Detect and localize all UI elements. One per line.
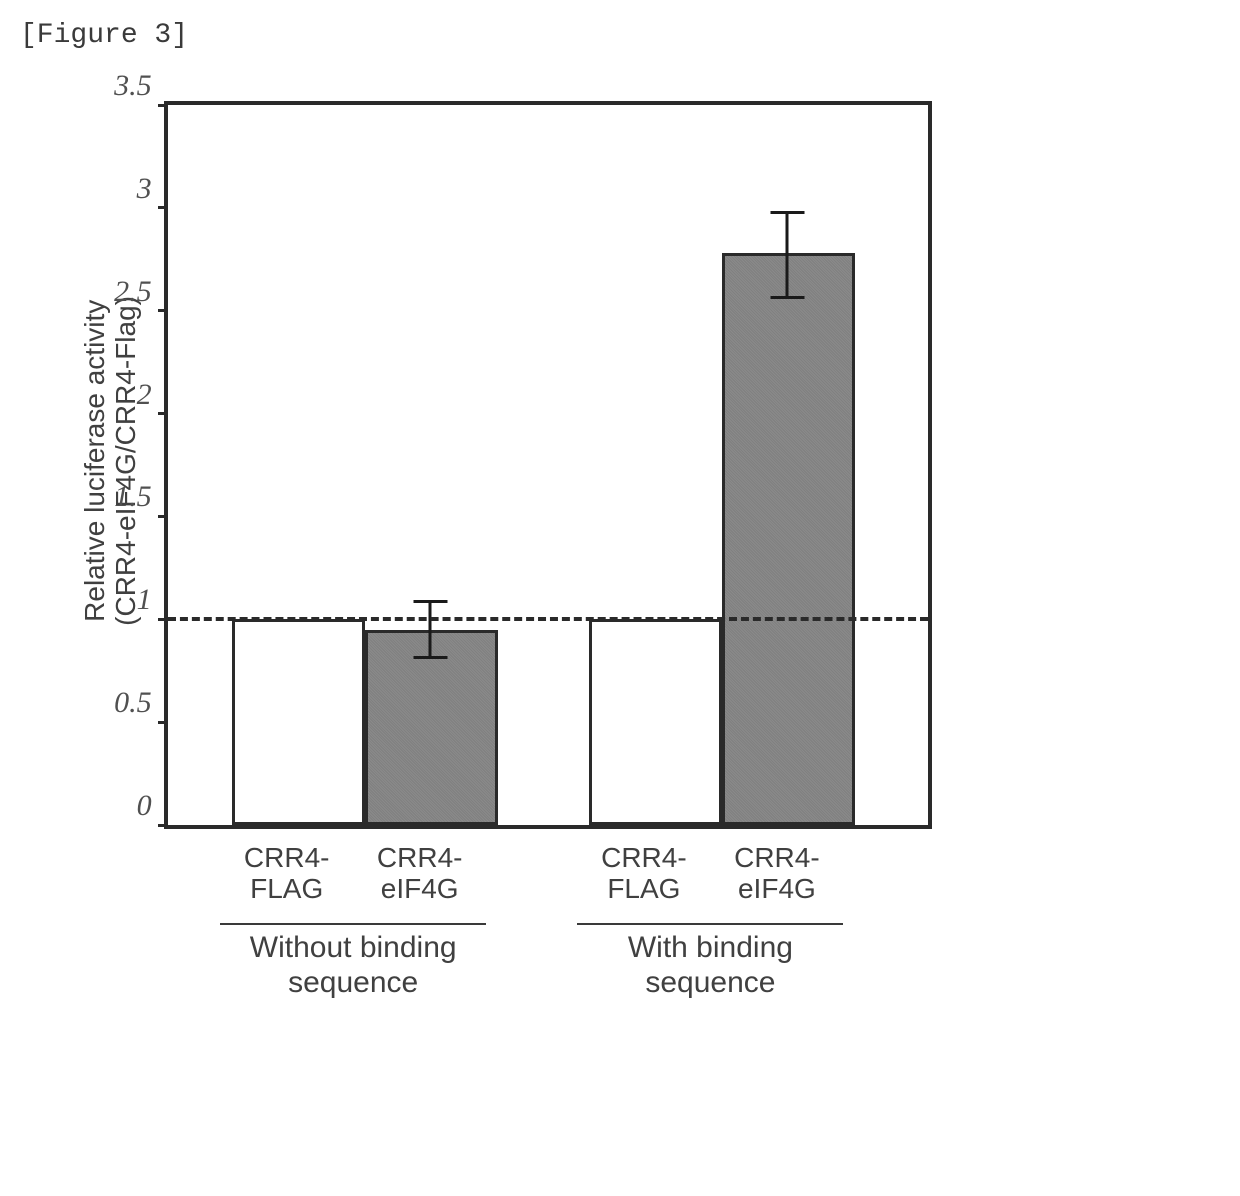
- figure-caption: [Figure 3]: [20, 20, 1220, 51]
- y-tick-mark: [158, 515, 168, 518]
- group-label: Without bindingsequence: [220, 931, 486, 1000]
- bar: [232, 619, 365, 825]
- bar-x-label: CRR4-eIF4G: [353, 843, 486, 905]
- bar-x-label-line: eIF4G: [353, 874, 486, 905]
- error-cap: [770, 211, 804, 214]
- bar-x-label-line: CRR4-: [353, 843, 486, 874]
- bars-layer: [168, 105, 928, 825]
- plot-row: 3.532.521.510.50: [152, 81, 932, 829]
- bar-x-label-line: CRR4-: [710, 843, 843, 874]
- group-underlines-row: [152, 917, 920, 931]
- group-label-line: sequence: [220, 966, 486, 1001]
- group-underline: [577, 923, 843, 925]
- plot-area: [164, 101, 932, 829]
- error-bar: [786, 212, 789, 298]
- bar-x-label: CRR4-FLAG: [220, 843, 353, 905]
- y-axis-label-line1: Relative luciferase activity: [79, 300, 110, 622]
- y-tick-mark: [158, 206, 168, 209]
- reference-line: [168, 617, 928, 621]
- bar-x-label-line: CRR4-: [577, 843, 710, 874]
- error-cap: [770, 296, 804, 299]
- y-tick-mark: [158, 721, 168, 724]
- bar-x-label-line: FLAG: [220, 874, 353, 905]
- y-axis-label: Relative luciferase activity (CRR4-eIF4G…: [80, 296, 142, 626]
- y-axis-label-line2: (CRR4-eIF4G/CRR4-Flag): [110, 296, 141, 626]
- y-tick-mark: [158, 104, 168, 107]
- x-bar-labels-row: CRR4-FLAGCRR4-eIF4GCRR4-FLAGCRR4-eIF4G: [152, 843, 920, 917]
- error-cap: [413, 600, 447, 603]
- bar-x-label-line: FLAG: [577, 874, 710, 905]
- bar: [722, 253, 855, 825]
- bar: [589, 619, 722, 825]
- error-bar: [429, 601, 432, 659]
- group-label-line: sequence: [577, 966, 843, 1001]
- bar-x-label: CRR4-eIF4G: [710, 843, 843, 905]
- bar-x-label-line: eIF4G: [710, 874, 843, 905]
- plot-column: 3.532.521.510.50 CRR4-FLAGCRR4-eIF4GCRR4…: [152, 81, 932, 1011]
- group-label: With bindingsequence: [577, 931, 843, 1000]
- y-tick-mark: [158, 824, 168, 827]
- group-label-line: Without binding: [220, 931, 486, 966]
- group-underline: [220, 923, 486, 925]
- y-tick-mark: [158, 309, 168, 312]
- y-tick-mark: [158, 412, 168, 415]
- error-cap: [413, 656, 447, 659]
- bar-x-label: CRR4-FLAG: [577, 843, 710, 905]
- chart-container: Relative luciferase activity (CRR4-eIF4G…: [80, 81, 1220, 1011]
- y-tick-mark: [158, 618, 168, 621]
- bar-x-label-line: CRR4-: [220, 843, 353, 874]
- group-labels-row: Without bindingsequenceWith bindingseque…: [152, 931, 920, 1011]
- group-label-line: With binding: [577, 931, 843, 966]
